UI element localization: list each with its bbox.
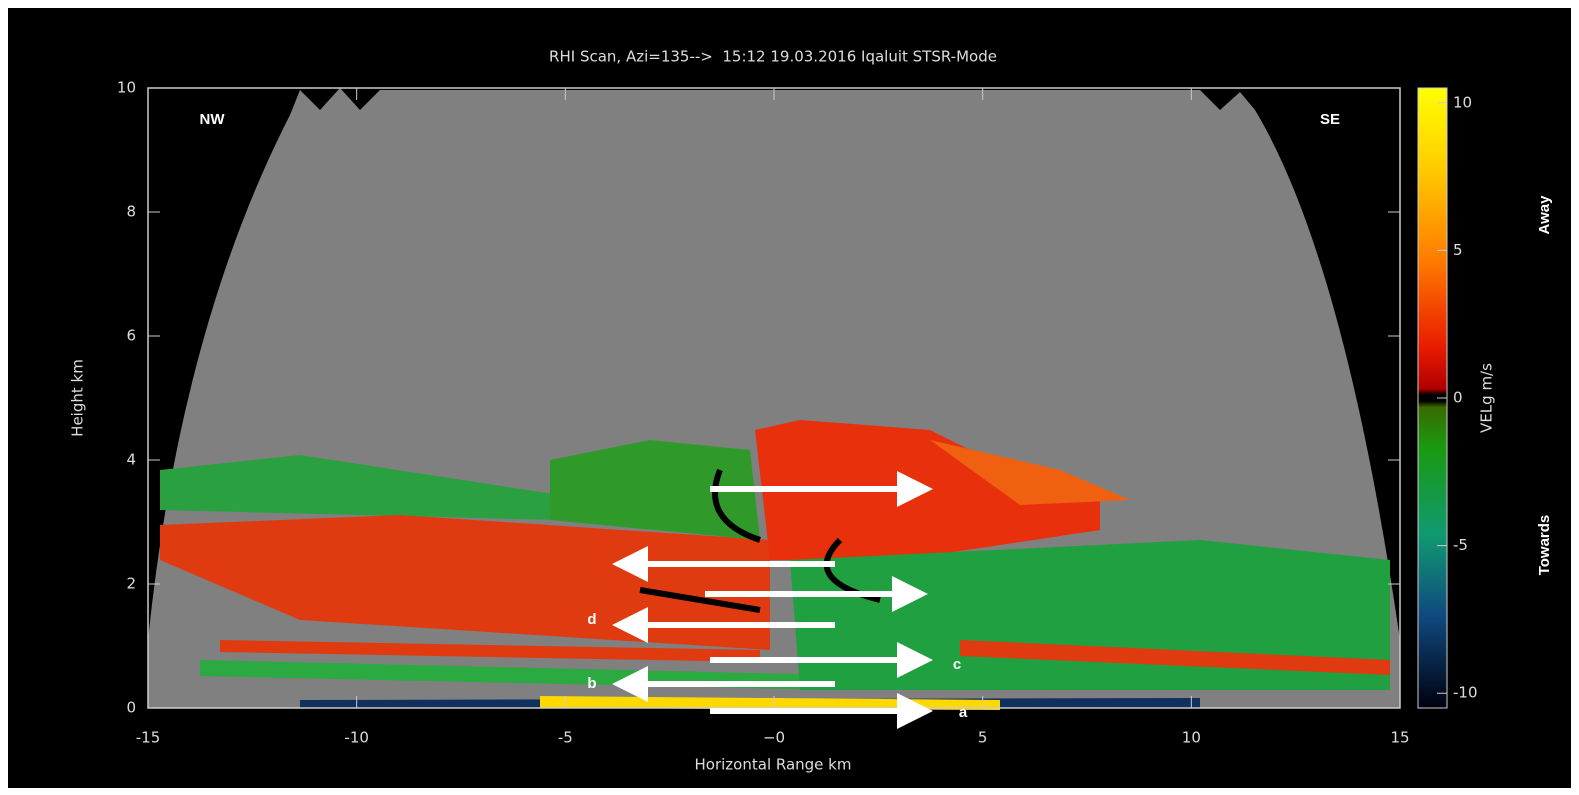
chart: RHI Scan, Azi=135--> 15:12 19.03.2016 Iq…: [0, 0, 1579, 795]
colorbar-tick-label: 5: [1453, 241, 1463, 259]
y-tick-label: 4: [126, 451, 136, 469]
colorbar-tick-label: -5: [1453, 536, 1468, 554]
annotation: b: [587, 675, 596, 692]
colorbar-tick-label: 10: [1453, 93, 1472, 111]
y-tick-label: 10: [117, 79, 136, 97]
chart-title: RHI Scan, Azi=135--> 15:12 19.03.2016 Iq…: [549, 48, 997, 66]
y-tick-label: 2: [126, 575, 136, 593]
annotation: SE: [1320, 111, 1340, 128]
y-tick-label: 6: [126, 327, 136, 345]
x-tick-label: 15: [1390, 729, 1409, 747]
x-tick-label: −0: [763, 729, 785, 747]
annotation: NW: [200, 111, 226, 128]
x-tick-label: -5: [558, 729, 573, 747]
annotation: Away: [1536, 195, 1553, 235]
y-tick-label: 8: [126, 203, 136, 221]
x-tick-label: -15: [136, 729, 161, 747]
x-tick-label: 10: [1182, 729, 1201, 747]
x-tick-label: -10: [344, 729, 369, 747]
x-tick-label: 5: [978, 729, 988, 747]
colorbar-tick-label: -10: [1453, 684, 1478, 702]
y-tick-label: 0: [126, 699, 136, 717]
colorbar-label: VELg m/s: [1478, 363, 1496, 433]
annotation: Towards: [1536, 515, 1553, 576]
annotation: d: [587, 611, 596, 628]
radar-field: [148, 88, 1400, 710]
colorbar-tick-label: 0: [1453, 389, 1463, 407]
annotation: a: [959, 704, 968, 721]
annotation: c: [953, 656, 961, 673]
x-axis-label: Horizontal Range km: [695, 756, 852, 774]
y-axis-label: Height km: [69, 359, 87, 437]
